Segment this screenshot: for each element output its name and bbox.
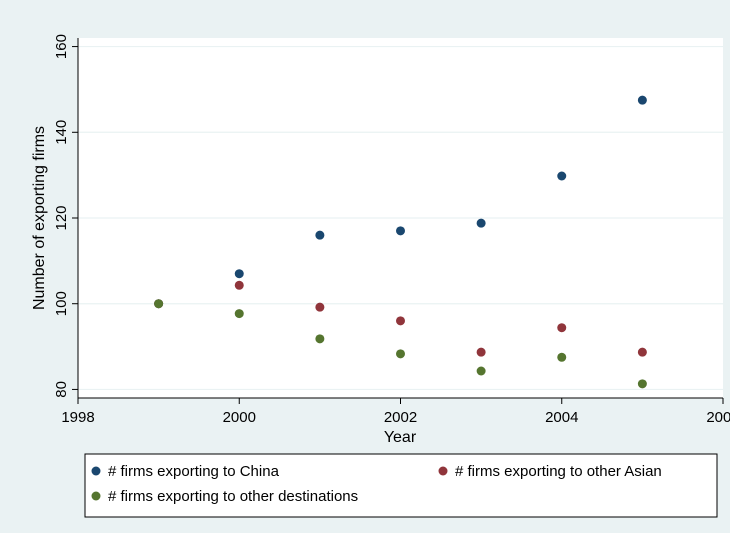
- legend: # firms exporting to China # firms export…: [91, 463, 662, 505]
- data-point-series-3: [396, 349, 405, 359]
- data-point-series-1: [637, 95, 647, 105]
- legend-marker: [91, 466, 101, 476]
- data-points: [154, 95, 647, 389]
- data-point-series-2: [476, 347, 486, 357]
- y-ticks: 80 100 120 140 160: [53, 34, 78, 398]
- data-point-series-2: [637, 347, 647, 357]
- data-point-series-2: [557, 323, 567, 333]
- data-point-series-2: [396, 316, 405, 326]
- legend-label: # firms exporting to other destinations: [108, 488, 358, 505]
- data-point-series-3: [637, 379, 647, 389]
- data-point-series-3: [154, 299, 164, 309]
- x-ticks: 1998 2000 2002 2004 2006: [61, 398, 730, 426]
- data-point-series-3: [234, 309, 244, 319]
- data-point-series-3: [557, 352, 567, 362]
- x-tick-label: 2002: [384, 409, 417, 426]
- data-point-series-1: [234, 269, 244, 279]
- gridlines: [78, 45, 723, 391]
- y-tick-label: 140: [53, 120, 70, 145]
- legend-marker: [91, 491, 101, 501]
- data-point-series-1: [476, 218, 486, 228]
- data-point-series-3: [476, 366, 486, 376]
- x-tick-label: 2004: [545, 409, 578, 426]
- legend-label: # firms exporting to other Asian: [455, 463, 662, 480]
- data-point-series-2: [234, 280, 244, 290]
- y-tick-label: 100: [53, 291, 70, 316]
- x-tick-label: 2006: [706, 409, 730, 426]
- data-point-series-1: [557, 171, 567, 181]
- data-point-series-3: [315, 334, 325, 344]
- y-tick-label: 160: [53, 34, 70, 59]
- y-tick-label: 120: [53, 205, 70, 230]
- x-tick-label: 2000: [223, 409, 256, 426]
- x-axis-label: Year: [384, 429, 417, 446]
- legend-marker: [438, 466, 448, 476]
- data-point-series-2: [315, 302, 325, 312]
- data-point-series-1: [396, 226, 405, 236]
- y-tick-label: 80: [53, 381, 70, 398]
- x-tick-label: 1998: [61, 409, 94, 426]
- legend-label: # firms exporting to China: [108, 463, 280, 480]
- y-axis-label: Number of exporting firms: [31, 126, 48, 310]
- legend-box: [84, 453, 718, 518]
- data-point-series-1: [315, 230, 325, 240]
